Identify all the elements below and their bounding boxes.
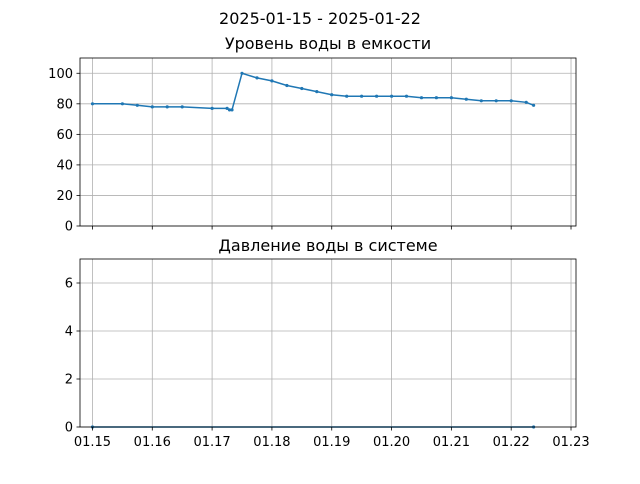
data-point: [375, 94, 379, 98]
data-point: [449, 96, 453, 100]
data-point: [404, 94, 409, 98]
data-point: [270, 79, 274, 83]
data-point: [509, 99, 513, 103]
water-level-chart: Уровень воды в емкости 0 20 40 60 80 100: [48, 34, 577, 235]
data-point: [345, 94, 349, 98]
x-tick-label: 01.22: [493, 435, 530, 450]
data-point: [419, 96, 424, 100]
data-point: [479, 99, 483, 103]
data-point: [524, 100, 528, 104]
x-tick-label: 01.20: [373, 435, 410, 450]
data-point: [225, 106, 229, 110]
data-point: [315, 90, 319, 94]
data-point: [227, 108, 232, 112]
y-tick-label: 80: [56, 97, 73, 112]
data-point: [360, 94, 364, 98]
data-point: [434, 96, 438, 100]
data-point: [135, 103, 139, 107]
data-point: [330, 93, 334, 97]
x-tick-label: 01.15: [74, 435, 111, 450]
x-tick-label: 01.21: [433, 435, 470, 450]
series-line: [92, 72, 534, 111]
axes-frame: [79, 258, 577, 428]
y-tick-label: 20: [56, 189, 73, 204]
data-point: [464, 97, 468, 101]
figure-suptitle: 2025-01-15 - 2025-01-22: [219, 9, 421, 28]
data-point: [210, 106, 214, 110]
data-point: [255, 76, 259, 80]
data-point: [300, 86, 304, 91]
data-point: [390, 94, 394, 98]
data-point: [120, 102, 124, 106]
x-tick-label: 01.19: [313, 435, 350, 450]
y-tick-label: 40: [56, 158, 73, 173]
y-tick-label: 60: [56, 128, 73, 143]
y-tick-label: 100: [48, 67, 73, 82]
x-tick-label: 01.16: [134, 435, 171, 450]
data-point: [230, 108, 234, 112]
y-tick-label: 0: [65, 421, 73, 436]
data-point: [285, 83, 289, 88]
data-point: [165, 105, 169, 109]
y-tick-label: 2: [65, 373, 73, 388]
chart-title: Давление воды в системе: [218, 236, 437, 255]
chart-title: Уровень воды в емкости: [225, 34, 431, 53]
axes-frame: [79, 57, 577, 227]
data-point: [494, 99, 498, 103]
x-tick-label: 01.17: [193, 435, 230, 450]
water-pressure-chart: Давление воды в системе 0 2 4 6 01.15 01.16 01.…: [65, 236, 590, 450]
y-tick-label: 4: [65, 325, 73, 340]
y-tick-label: 6: [65, 277, 73, 292]
x-tick-label: 01.23: [552, 435, 589, 450]
data-point: [532, 103, 536, 107]
data-point: [180, 105, 184, 109]
x-tick-label: 01.18: [253, 435, 290, 450]
y-tick-label: 0: [65, 220, 73, 235]
data-point: [240, 71, 244, 75]
data-point: [150, 105, 154, 109]
data-point: [90, 102, 95, 106]
